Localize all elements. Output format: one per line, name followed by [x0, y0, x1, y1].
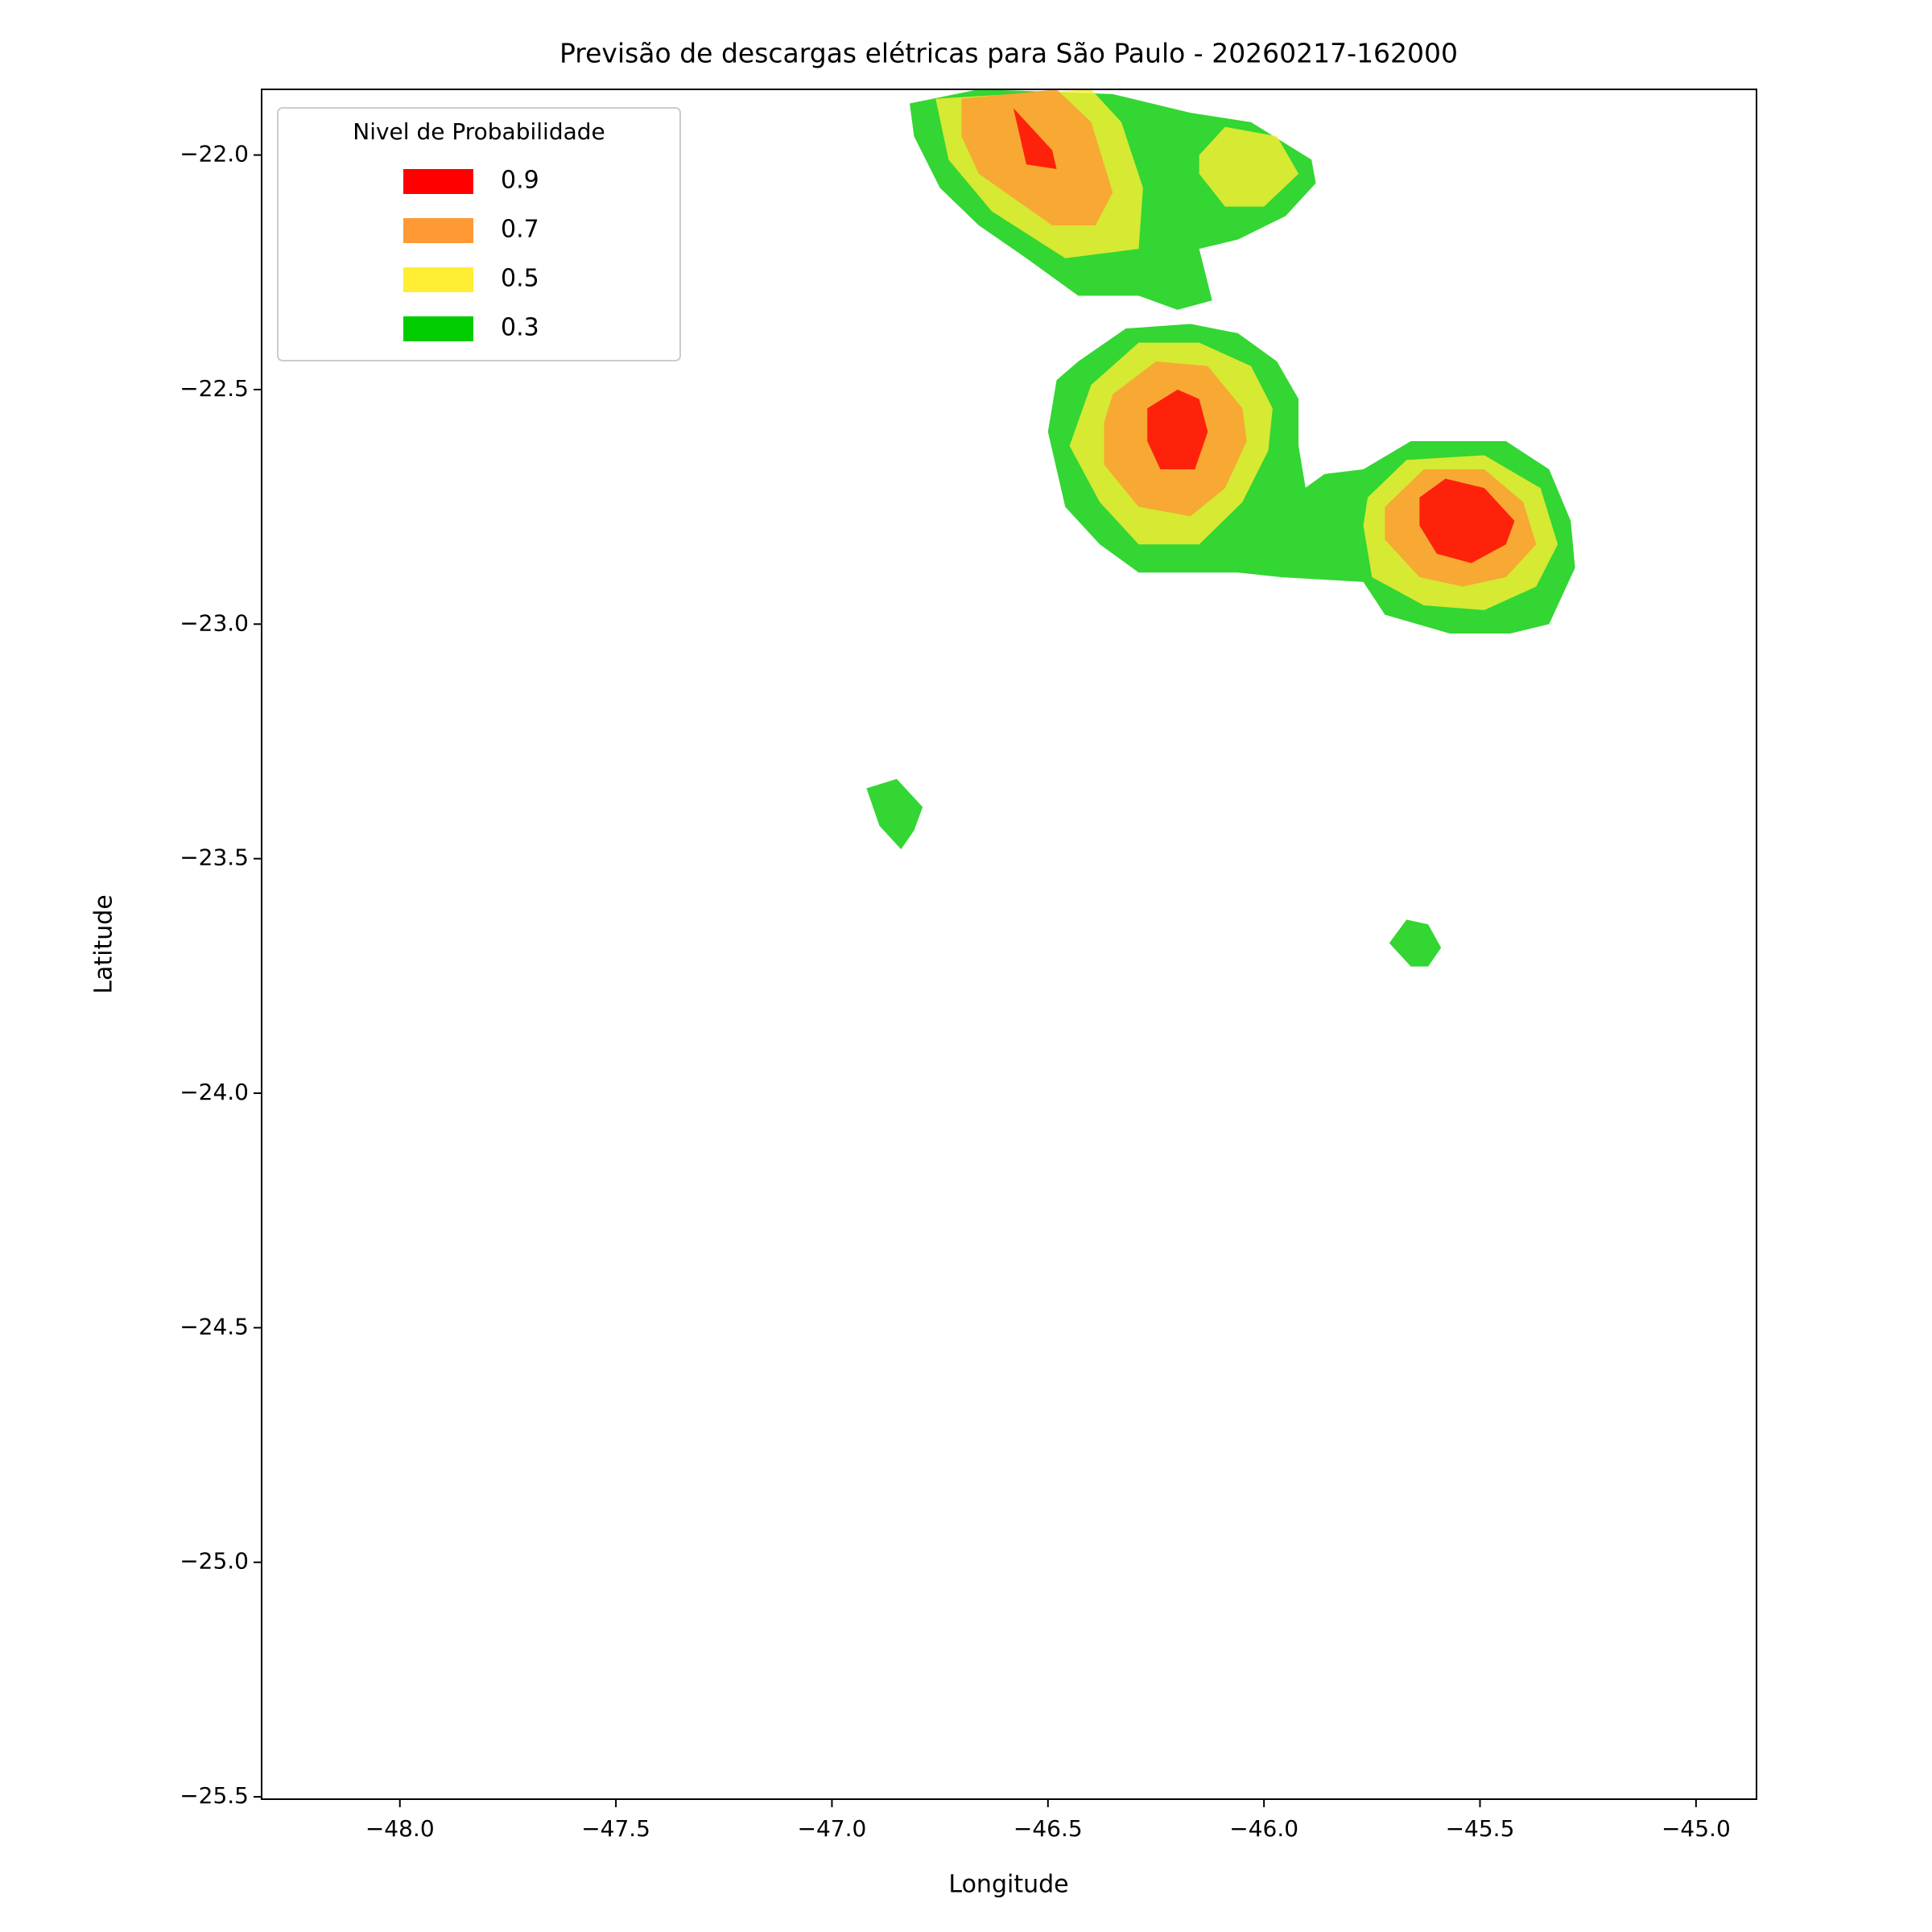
x-tick-label: −45.5	[1446, 1815, 1515, 1842]
contour-region	[866, 778, 923, 849]
x-tick-label: −45.0	[1662, 1815, 1731, 1842]
legend-swatch	[403, 169, 473, 194]
y-tick-label: −24.0	[180, 1079, 249, 1105]
y-tick-label: −25.5	[180, 1782, 249, 1809]
contour-layer	[866, 89, 1575, 967]
contour-region	[1389, 919, 1442, 967]
legend-swatch	[403, 218, 473, 243]
plot-frame	[261, 89, 1757, 1800]
y-tick-label: −23.0	[180, 609, 249, 636]
legend-label: 0.9	[501, 167, 539, 195]
contour-region	[1013, 108, 1057, 170]
legend-box	[277, 107, 681, 361]
y-axis-label: Latitude	[90, 894, 118, 993]
y-tick-label: −23.5	[180, 844, 249, 871]
x-tick-label: −47.0	[798, 1815, 867, 1842]
x-tick-label: −48.0	[365, 1815, 435, 1842]
legend-label: 0.3	[501, 314, 539, 342]
legend-label: 0.5	[501, 265, 539, 293]
y-tick-label: −22.5	[180, 375, 249, 402]
legend-swatch	[403, 316, 473, 341]
y-tick-label: −22.0	[180, 141, 249, 167]
x-axis-label: Longitude	[948, 1871, 1068, 1899]
legend-label: 0.7	[501, 216, 539, 244]
x-tick-label: −46.0	[1229, 1815, 1298, 1842]
x-tick-label: −46.5	[1013, 1815, 1083, 1842]
legend: Nivel de Probabilidade 0.9 0.7 0.5 0.3	[277, 107, 681, 361]
contour-region	[1419, 478, 1515, 564]
legend-swatch	[403, 267, 473, 292]
chart-title: Previsão de descargas elétricas para São…	[559, 38, 1458, 69]
y-tick-label: −24.5	[180, 1313, 249, 1340]
contour-region	[1147, 389, 1208, 469]
y-tick-label: −25.0	[180, 1548, 249, 1575]
x-tick-label: −47.5	[581, 1815, 650, 1842]
legend-title: Nivel de Probabilidade	[353, 118, 605, 145]
contour-region	[1199, 126, 1299, 207]
